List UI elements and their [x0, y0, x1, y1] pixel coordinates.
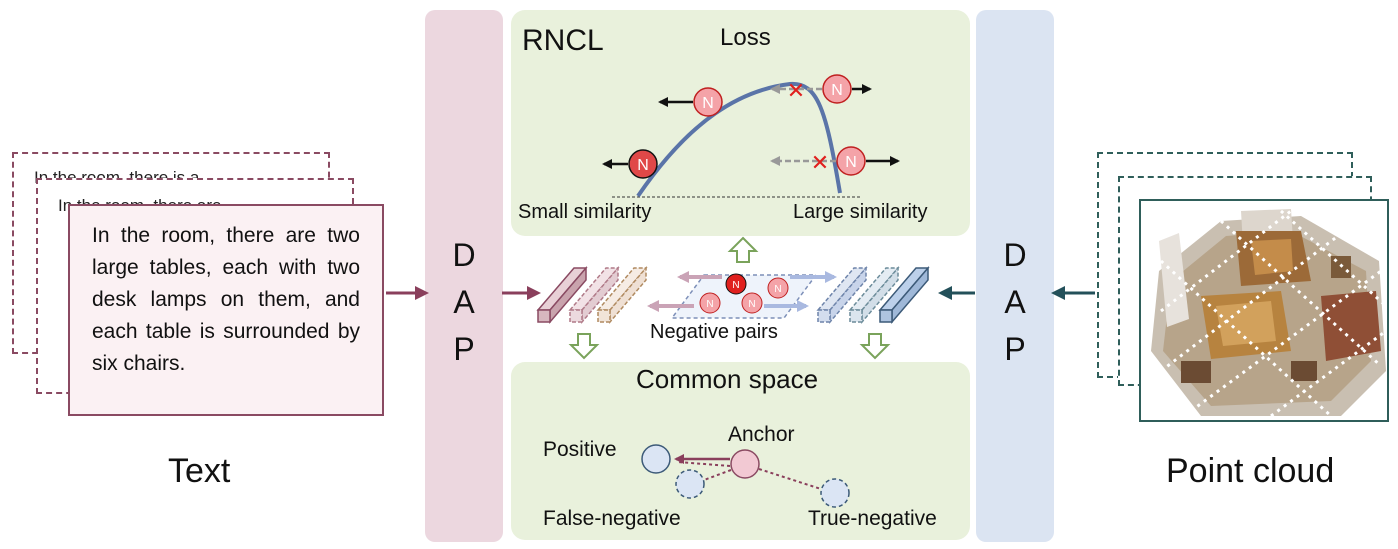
anchor-to-false-negative-link	[703, 469, 732, 481]
dap-right-letter-d: D	[1003, 237, 1027, 273]
node-letter: N	[831, 82, 843, 99]
dap-left-column: D A P	[425, 10, 503, 542]
false-negative-node	[675, 469, 705, 499]
negative-node-left-lower: N	[602, 149, 658, 179]
dap-right-letter-a: A	[1004, 284, 1026, 320]
dap-left-letter-a: A	[453, 284, 475, 320]
negative-pairs-label: Negative pairs	[650, 321, 778, 343]
anchor-node	[730, 449, 760, 479]
anchor-to-positive-dotted	[677, 461, 731, 467]
dap-right-column: D A P	[976, 10, 1054, 542]
negative-node-right-lower: N ✕	[770, 146, 900, 176]
negative-node-left-upper: N	[658, 87, 723, 117]
positive-node	[641, 444, 671, 474]
node-letter: N	[706, 299, 713, 310]
pc-feature-bars	[816, 265, 930, 325]
up-arrow-icon	[727, 236, 759, 263]
positive-label: Positive	[543, 438, 617, 461]
loss-label: Loss	[720, 24, 771, 51]
dap-right-letter-p: P	[1004, 331, 1026, 367]
text-description-card: In the room, there are two large tables,…	[68, 204, 384, 416]
room-scan-illustration	[1151, 209, 1387, 418]
true-negative-label: True-negative	[808, 507, 937, 530]
cancel-x-icon: ✕	[811, 150, 829, 175]
dap-left-letter-d: D	[452, 237, 476, 273]
false-negative-label: False-negative	[543, 507, 681, 530]
dap-left-letter-p: P	[453, 331, 475, 367]
node-letter: N	[774, 284, 781, 295]
rncl-panel	[511, 10, 970, 236]
common-space-title: Common space	[636, 364, 819, 394]
cancel-x-icon: ✕	[787, 78, 805, 103]
node-letter: N	[732, 280, 739, 291]
negative-pairs-nodes: N N N N	[699, 273, 789, 314]
negative-node-right-upper: N ✕	[770, 74, 872, 104]
anchor-to-true-negative-link	[758, 468, 822, 490]
point-cloud-caption: Point cloud	[1166, 452, 1335, 490]
small-similarity-label: Small similarity	[518, 201, 652, 223]
node-letter: N	[637, 157, 649, 174]
down-arrow-icon-left	[568, 333, 600, 360]
node-letter: N	[845, 154, 857, 171]
text-description: In the room, there are two large tables,…	[92, 224, 360, 375]
text-feature-bars	[536, 265, 648, 325]
node-letter: N	[748, 299, 755, 310]
node-letter: N	[702, 95, 714, 112]
large-similarity-label: Large similarity	[793, 201, 928, 223]
point-cloud-image	[1139, 199, 1389, 422]
rncl-title: RNCL	[522, 24, 604, 57]
true-negative-node	[820, 478, 850, 508]
down-arrow-icon-right	[859, 333, 891, 360]
anchor-label: Anchor	[728, 423, 795, 446]
loss-curve	[636, 81, 842, 198]
text-caption: Text	[168, 452, 231, 490]
